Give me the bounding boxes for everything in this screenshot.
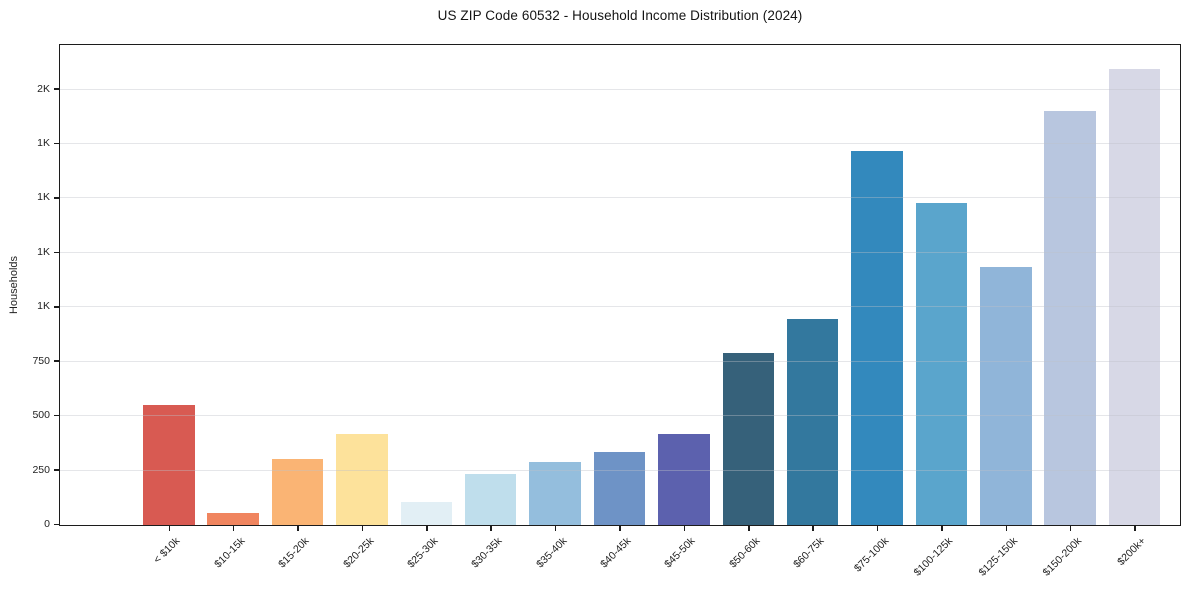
- x-tick-label: $150-200k: [1040, 535, 1085, 579]
- y-tick-label: 1K: [37, 136, 50, 149]
- gridline: [60, 251, 1180, 253]
- bar-$200k+: [1108, 68, 1161, 525]
- x-tick-label: $125-150k: [976, 535, 1020, 579]
- x-tick-mark: [1134, 526, 1136, 531]
- x-tick-mark: [490, 526, 492, 531]
- x-tick-label: $10-15k: [211, 535, 248, 571]
- x-tick-mark: [876, 526, 879, 531]
- x-tick-mark: [619, 526, 621, 531]
- bar-$35-40k: [529, 461, 581, 525]
- bar-$50-60k: [722, 353, 774, 525]
- x-tick-mark: [1069, 526, 1072, 531]
- x-tick-mark: [232, 526, 235, 531]
- bar-$60-75k: [786, 319, 839, 525]
- y-tick-label: 500: [32, 409, 50, 422]
- x-tick-mark: [168, 526, 171, 531]
- gridline: [60, 88, 1180, 90]
- x-tick-mark: [361, 526, 364, 531]
- x-tick-mark: [554, 526, 557, 531]
- x-tick-mark: [1005, 526, 1008, 531]
- x-tick-mark: [683, 526, 686, 531]
- x-tick-mark: [297, 526, 299, 531]
- x-tick-label: $20-25k: [340, 535, 376, 571]
- y-tick-mark: [54, 414, 59, 417]
- y-tick-label: 1K: [37, 300, 50, 313]
- x-tick-mark: [426, 526, 428, 531]
- x-tick-label: $50-60k: [726, 535, 763, 571]
- gridline: [60, 415, 1180, 417]
- bar-$100-125k: [915, 202, 968, 525]
- gridline: [60, 469, 1180, 471]
- x-tick-label: < $10k: [151, 535, 183, 566]
- y-tick-mark: [54, 469, 59, 471]
- y-tick-mark: [54, 523, 59, 526]
- y-tick-mark: [54, 251, 59, 254]
- bar-$75-100k: [851, 151, 903, 525]
- bar-$125-150k: [980, 267, 1032, 525]
- bar-$25-30k: [400, 502, 453, 525]
- y-tick-mark: [54, 142, 59, 145]
- y-tick-label: 1K: [37, 245, 50, 258]
- y-tick-mark: [54, 88, 59, 90]
- x-tick-label: $45-50k: [662, 535, 698, 571]
- y-tick-label: 2K: [37, 82, 50, 95]
- plot-area: [59, 44, 1181, 526]
- x-tick-label: $60-75k: [791, 535, 827, 571]
- x-tick-label: $15-20k: [276, 535, 312, 571]
- x-tick-label: $40-45k: [598, 535, 634, 571]
- y-tick-mark: [54, 306, 59, 308]
- x-tick-label: $75-100k: [851, 535, 892, 575]
- gridline: [60, 360, 1180, 362]
- bar-$20-25k: [336, 433, 388, 525]
- x-tick-mark: [812, 526, 814, 531]
- x-tick-label: $30-35k: [469, 535, 505, 571]
- gridline: [60, 142, 1180, 144]
- x-tick-mark: [941, 526, 943, 531]
- x-tick-label: $100-125k: [911, 535, 956, 579]
- bar-$40-45k: [593, 452, 646, 525]
- y-tick-label: 250: [32, 463, 50, 476]
- bar-$45-50k: [658, 434, 710, 525]
- bar-$10-15k: [207, 513, 259, 525]
- bar-$15-20k: [271, 458, 324, 525]
- x-tick-label: $200k+: [1115, 535, 1149, 569]
- y-tick-label: 750: [32, 354, 50, 367]
- bar-< $10k: [143, 405, 195, 525]
- y-tick-mark: [54, 360, 59, 362]
- x-tick-mark: [748, 526, 750, 531]
- x-tick-label: $35-40k: [533, 535, 570, 571]
- chart-title: US ZIP Code 60532 - Household Income Dis…: [437, 8, 803, 23]
- x-tick-label: $25-30k: [405, 535, 441, 571]
- y-tick-label: 1K: [37, 191, 50, 204]
- bar-$30-35k: [464, 473, 517, 525]
- gridline: [60, 306, 1180, 308]
- y-tick-label: 0: [44, 518, 50, 530]
- gridline: [60, 197, 1180, 199]
- bar-$150-200k: [1044, 111, 1096, 525]
- y-tick-mark: [54, 197, 59, 199]
